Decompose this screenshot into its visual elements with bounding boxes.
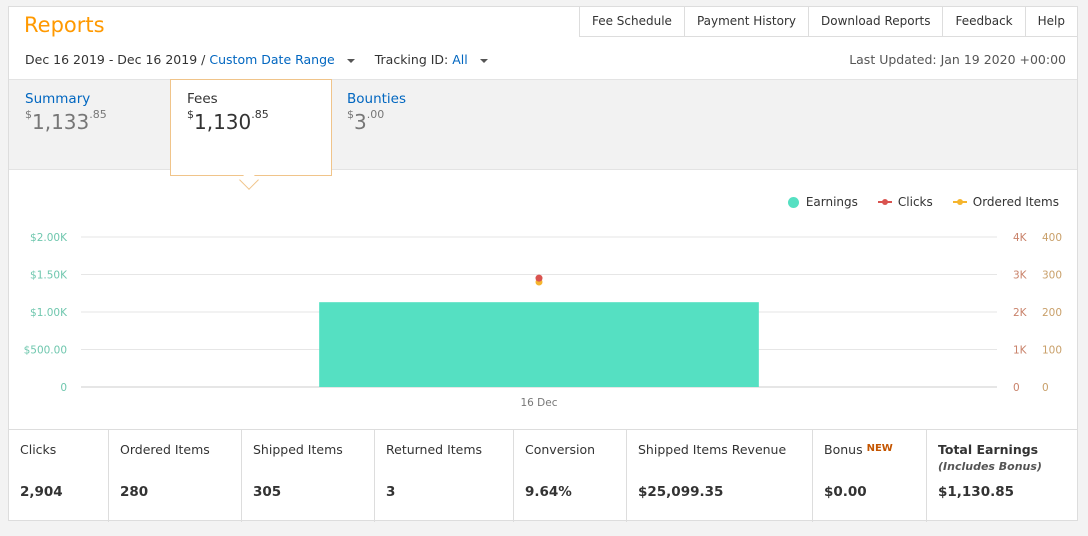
legend-clicks[interactable]: Clicks (877, 195, 933, 209)
page-title: Reports (24, 13, 105, 37)
stat-shipped-items-revenue: Shipped Items Revenue $25,099.35 (627, 430, 813, 522)
tab-summary-value: $1,133.85 (25, 108, 107, 134)
right-axis-clicks-tick-label: 2K (1013, 307, 1028, 319)
right-axis-clicks-tick-label: 0 (1013, 382, 1020, 394)
clicks-swatch-icon (877, 199, 892, 205)
right-axis-ordered-items-tick-label: 400 (1042, 232, 1062, 244)
stat-value: 9.64% (525, 484, 572, 500)
right-axis-ordered-items-tick-label: 0 (1042, 382, 1049, 394)
stat-bonus: Bonus NEW $0.00 (813, 430, 927, 522)
report-tabs: Summary $1,133.85 Fees $1,130.85 Bountie… (9, 79, 1077, 176)
stat-sublabel: (Includes Bonus) (938, 460, 1042, 473)
fee-schedule-button[interactable]: Fee Schedule (579, 7, 685, 36)
chevron-down-icon (346, 58, 355, 63)
left-axis-tick-label: $500.00 (24, 345, 67, 357)
legend-earnings[interactable]: Earnings (787, 195, 858, 209)
right-axis-ordered-items-tick-label: 300 (1042, 270, 1062, 282)
left-axis-tick-label: $2.00K (30, 232, 68, 244)
stat-value: $0.00 (824, 484, 867, 500)
stat-label: Bonus NEW (824, 442, 893, 457)
reports-card: Reports Fee Schedule Payment History Dow… (8, 6, 1078, 522)
left-axis-tick-label: 0 (60, 382, 67, 394)
tab-fees-value: $1,130.85 (187, 108, 269, 134)
tab-bounties-label: Bounties (347, 91, 407, 107)
stat-ordered-items: Ordered Items 280 (109, 430, 242, 522)
chevron-down-icon (479, 58, 488, 63)
stat-value: $1,130.85 (938, 484, 1015, 500)
tab-bounties-value: $3.00 (347, 108, 385, 134)
earnings-chart: 0 $500.00 $1.00K $1.50K $2.00K 0 1K 2K 3K 4K 0 100 2… (24, 232, 1062, 409)
filter-bar: Dec 16 2019 - Dec 16 2019 / Custom Date … (25, 52, 488, 67)
right-axis-clicks-tick-label: 3K (1013, 270, 1028, 282)
stats-bar: Clicks 2,904 Ordered Items 280 Shipped Items… (9, 429, 1077, 522)
right-axis-clicks-tick-label: 4K (1013, 232, 1028, 244)
stat-value: 3 (386, 484, 396, 500)
custom-date-range-dropdown[interactable]: Custom Date Range (209, 52, 355, 67)
stat-total-earnings: Total Earnings (Includes Bonus) $1,130.85 (927, 430, 1077, 522)
stat-value: 2,904 (20, 484, 63, 500)
tracking-id-filter[interactable]: Tracking ID: All (375, 52, 488, 67)
ordered-items-swatch-icon (952, 199, 967, 205)
payment-history-button[interactable]: Payment History (684, 7, 809, 36)
x-axis-tick-label: 16 Dec (520, 397, 557, 409)
legend-ordered-items[interactable]: Ordered Items (952, 195, 1059, 209)
stat-label: Shipped Items Revenue (638, 442, 787, 457)
tab-summary[interactable]: Summary $1,133.85 (9, 80, 171, 171)
right-axis-ordered-items-tick-label: 100 (1042, 345, 1062, 357)
stat-label: Clicks (20, 442, 57, 457)
tab-bounties[interactable]: Bounties $3.00 (331, 80, 493, 171)
tracking-id-value: All (452, 52, 468, 67)
stat-clicks: Clicks 2,904 (9, 430, 109, 522)
stat-value: $25,099.35 (638, 484, 724, 500)
stat-conversion: Conversion 9.64% (514, 430, 627, 522)
chart-legend: Earnings Clicks Ordered Items (768, 195, 1059, 209)
tab-fees[interactable]: Fees $1,130.85 (170, 79, 332, 176)
tracking-id-label: Tracking ID: (374, 52, 449, 67)
stat-shipped-items: Shipped Items 305 (242, 430, 375, 522)
legend-clicks-label: Clicks (897, 195, 933, 209)
left-axis-tick-label: $1.50K (30, 270, 68, 282)
stat-value: 280 (120, 484, 149, 500)
top-navigation: Fee Schedule Payment History Download Re… (578, 7, 1077, 37)
download-reports-button[interactable]: Download Reports (808, 7, 944, 36)
stat-label: Returned Items (386, 442, 483, 457)
tab-summary-label: Summary (25, 91, 91, 107)
new-badge: NEW (866, 443, 893, 454)
stat-returned-items: Returned Items 3 (375, 430, 514, 522)
right-axis-clicks-tick-label: 1K (1013, 345, 1028, 357)
right-axis-ordered-items-tick-label: 200 (1042, 307, 1062, 319)
tab-fees-label: Fees (187, 91, 218, 107)
stat-label: Total Earnings (Includes Bonus) (938, 442, 1077, 478)
stat-value: 305 (253, 484, 282, 500)
stat-label: Conversion (525, 442, 596, 457)
clicks-point (535, 274, 543, 282)
earnings-bar (319, 302, 759, 387)
help-button[interactable]: Help (1025, 7, 1077, 36)
date-range-text: Dec 16 2019 - Dec 16 2019 (25, 52, 198, 67)
stat-label: Shipped Items (253, 442, 343, 457)
legend-ordered-items-label: Ordered Items (972, 195, 1059, 209)
earnings-swatch-icon (787, 196, 799, 208)
last-updated-text: Last Updated: Jan 19 2020 +00:00 (849, 52, 1066, 67)
left-axis-tick-label: $1.00K (30, 307, 68, 319)
date-range-separator: / (201, 52, 206, 67)
stat-label: Ordered Items (120, 442, 210, 457)
feedback-button[interactable]: Feedback (943, 7, 1026, 36)
legend-earnings-label: Earnings (805, 195, 858, 209)
custom-date-range-label: Custom Date Range (209, 52, 335, 67)
